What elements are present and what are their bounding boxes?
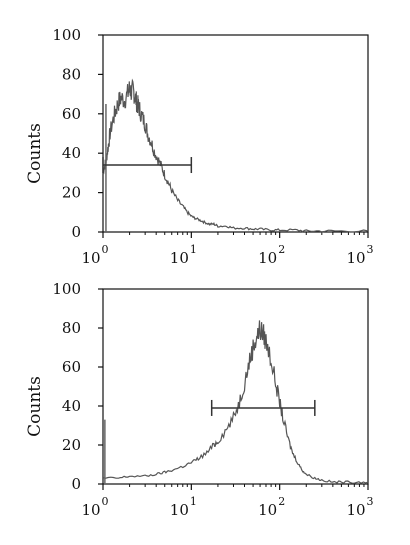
y-tick-label: 60	[62, 105, 81, 123]
y-tick-label: 80	[62, 319, 81, 337]
y-tick-label: 80	[62, 65, 81, 83]
x-tick-label: 102	[258, 243, 285, 267]
x-tick-base: 10	[258, 249, 277, 267]
x-tick-base: 10	[346, 249, 365, 267]
x-tick-base: 10	[258, 501, 277, 519]
x-tick-label: 103	[346, 495, 373, 519]
y-tick-label: 20	[62, 436, 81, 454]
plot-frame	[102, 288, 369, 485]
y-tick-label: 20	[62, 184, 81, 202]
x-tick-base: 10	[170, 501, 189, 519]
x-tick-exponent: 0	[102, 243, 109, 256]
x-tick-label: 100	[81, 495, 108, 519]
y-tick-label: 60	[62, 358, 81, 376]
x-tick-label: 101	[170, 243, 197, 267]
x-tick-exponent: 0	[102, 495, 109, 508]
y-tick-label: 100	[52, 26, 81, 44]
y-tick-label: 40	[62, 144, 81, 162]
x-tick-exponent: 2	[278, 495, 285, 508]
x-tick-label: 101	[170, 495, 197, 519]
x-tick-label: 100	[81, 243, 108, 267]
plot-frame	[102, 34, 369, 233]
x-tick-base: 10	[81, 501, 100, 519]
x-tick-label: 102	[258, 495, 285, 519]
y-tick-label: 0	[71, 223, 81, 241]
x-tick-base: 10	[170, 249, 189, 267]
y-tick-label: 0	[71, 475, 81, 493]
histogram-trace-1	[102, 78, 369, 233]
histogram-trace-1	[102, 320, 369, 484]
x-tick-exponent: 3	[367, 495, 374, 508]
x-tick-exponent: 1	[190, 495, 197, 508]
x-tick-base: 10	[346, 501, 365, 519]
y-tick-label: 40	[62, 397, 81, 415]
x-tick-exponent: 1	[190, 243, 197, 256]
y-axis-label: Counts	[25, 123, 45, 184]
x-tick-exponent: 2	[278, 243, 285, 256]
x-tick-exponent: 3	[367, 243, 374, 256]
y-tick-label: 100	[52, 280, 81, 298]
x-tick-label: 103	[346, 243, 373, 267]
y-axis-label: Counts	[25, 376, 45, 437]
x-tick-base: 10	[81, 249, 100, 267]
